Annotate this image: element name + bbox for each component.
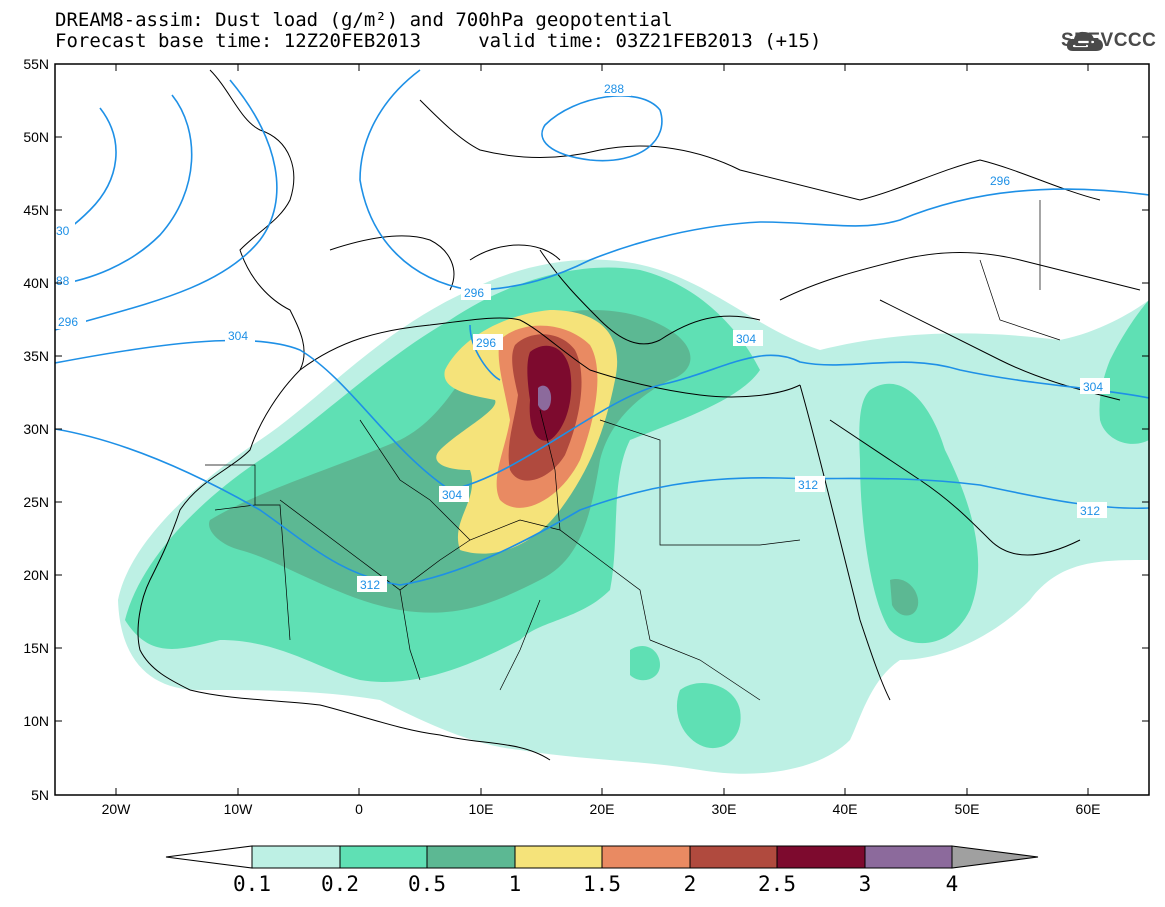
coastlines (137, 69, 1141, 761)
svg-text:30: 30 (56, 224, 70, 238)
seevccc-logo: SEEVCCC (1061, 30, 1157, 51)
colorbar-swatch (339, 845, 428, 869)
lat-label: 40N (23, 275, 49, 291)
lat-label: 5N (31, 787, 49, 803)
cloud-icon (1066, 31, 1103, 51)
colorbar-swatch (601, 845, 691, 869)
svg-text:2: 2 (684, 872, 697, 896)
colorbar-swatch (251, 845, 341, 869)
chart-title: DREAM8-assim: Dust load (g/m²) and 700hP… (55, 9, 673, 31)
dust-band-0-2 (859, 383, 979, 644)
colorbar-swatch (514, 845, 603, 869)
lon-label: 20W (102, 801, 132, 817)
svg-text:312: 312 (1080, 504, 1100, 518)
svg-text:0.2: 0.2 (321, 872, 359, 896)
lat-axis: 55N 50N 45N 40N 35N 30N 25N 20N 15N 10N … (23, 56, 1149, 803)
colorbar-swatch (689, 845, 778, 869)
lon-label: 30E (712, 801, 737, 817)
lon-label: 10W (224, 801, 254, 817)
colorbar-labels: 0.1 0.2 0.5 1 1.5 2 2.5 3 4 (233, 872, 958, 896)
dust-band-0-5 (890, 579, 919, 616)
dust-band-0-2 (676, 682, 741, 749)
svg-text:312: 312 (360, 578, 380, 592)
dust-band-0-2 (630, 645, 660, 681)
svg-text:304: 304 (442, 488, 462, 502)
lon-label: 10E (469, 801, 494, 817)
dust-band-0-2 (1099, 300, 1149, 444)
lon-axis: 20W 10W 0 10E 20E 30E 40E 50E 60E (102, 64, 1101, 817)
colorbar-low-arrow (165, 845, 253, 869)
colorbar-swatch (776, 845, 866, 869)
svg-text:296: 296 (990, 174, 1010, 188)
svg-text:288: 288 (604, 82, 624, 96)
dust-band-3 (538, 385, 552, 411)
lon-label: 0 (355, 801, 363, 817)
colorbar (165, 845, 1039, 869)
lon-label: 20E (590, 801, 615, 817)
lon-label: 60E (1076, 801, 1101, 817)
svg-text:296: 296 (464, 286, 484, 300)
lon-label: 50E (955, 801, 980, 817)
colorbar-swatch (864, 845, 953, 869)
svg-text:1.5: 1.5 (583, 872, 621, 896)
lat-label: 15N (23, 640, 49, 656)
svg-text:296: 296 (58, 315, 78, 329)
contour-labels: 288 296 296 296 296 304 304 304 304 312 … (55, 80, 1110, 592)
lat-label: 50N (23, 129, 49, 145)
colorbar-high-arrow (951, 845, 1039, 869)
svg-text:296: 296 (476, 336, 496, 350)
lat-label: 35N (23, 348, 49, 364)
lat-label: 45N (23, 202, 49, 218)
svg-text:304: 304 (1083, 380, 1103, 394)
colorbar-swatch (426, 845, 516, 869)
lat-label: 20N (23, 567, 49, 583)
lat-label: 10N (23, 713, 49, 729)
svg-text:88: 88 (56, 274, 70, 288)
svg-text:3: 3 (859, 872, 872, 896)
borders (205, 200, 1061, 701)
dust-load-shading (118, 259, 1149, 774)
lat-label: 25N (23, 494, 49, 510)
chart-subtitle: Forecast base time: 12Z20FEB2013 valid t… (55, 30, 822, 52)
svg-text:1: 1 (509, 872, 522, 896)
svg-text:304: 304 (228, 329, 248, 343)
lon-label: 40E (833, 801, 858, 817)
svg-text:0.5: 0.5 (408, 872, 446, 896)
svg-text:0.1: 0.1 (233, 872, 271, 896)
svg-text:2.5: 2.5 (758, 872, 796, 896)
svg-text:312: 312 (798, 478, 818, 492)
svg-text:304: 304 (736, 332, 756, 346)
svg-text:4: 4 (946, 872, 959, 896)
lat-label: 30N (23, 421, 49, 437)
geopotential-contours (55, 69, 1149, 586)
lat-label: 55N (23, 56, 49, 72)
